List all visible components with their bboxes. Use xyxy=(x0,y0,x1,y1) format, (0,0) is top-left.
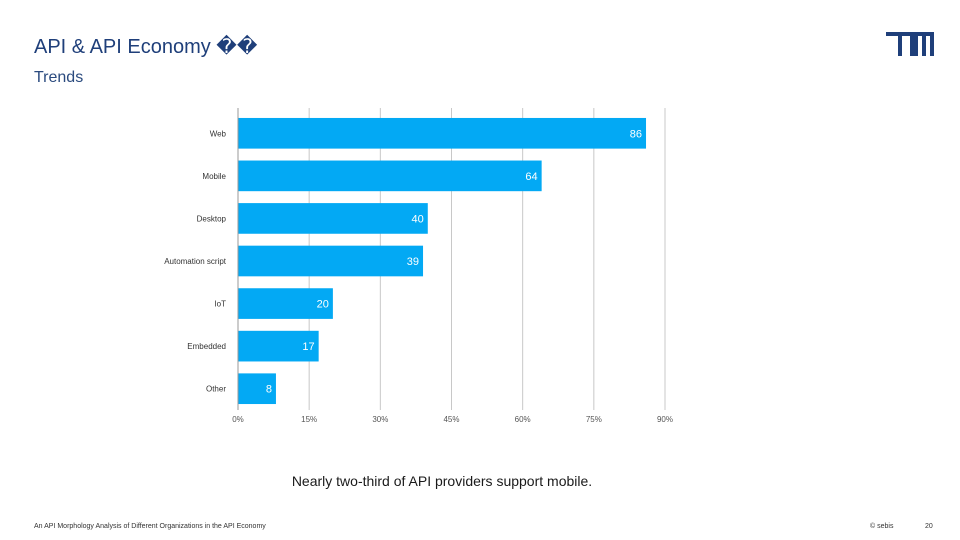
bar xyxy=(238,203,428,234)
slide-title: API & API Economy �� xyxy=(34,36,258,58)
category-label: Other xyxy=(206,385,226,394)
page-number: 20 xyxy=(925,523,933,530)
x-tick-label: 15% xyxy=(301,415,317,424)
category-label: Web xyxy=(210,129,227,138)
tum-logo-icon xyxy=(886,32,934,56)
category-label: Embedded xyxy=(187,342,226,351)
slide-subtitle: Trends xyxy=(34,69,84,86)
bar-value-label: 64 xyxy=(525,171,537,183)
bar-value-label: 40 xyxy=(412,213,424,225)
slide-caption: Nearly two-third of API providers suppor… xyxy=(291,473,593,489)
bar xyxy=(238,117,647,149)
footer-copyright: © sebis xyxy=(870,523,894,530)
bar-value-label: 8 xyxy=(266,384,272,396)
bar-value-label: 17 xyxy=(302,341,314,353)
x-tick-label: 60% xyxy=(515,415,531,424)
bar xyxy=(238,373,276,405)
x-tick-label: 90% xyxy=(657,415,673,424)
bar-value-label: 20 xyxy=(317,299,329,311)
x-tick-label: 0% xyxy=(232,415,244,424)
category-label: Mobile xyxy=(202,172,226,181)
category-label: Automation script xyxy=(164,257,227,266)
bar xyxy=(238,160,542,192)
bar xyxy=(238,330,319,362)
x-tick-label: 30% xyxy=(372,415,388,424)
footer-citation: An API Morphology Analysis of Different … xyxy=(34,523,266,530)
x-tick-label: 45% xyxy=(443,415,459,424)
category-label: IoT xyxy=(214,300,226,309)
category-label: Desktop xyxy=(197,214,227,223)
bar xyxy=(238,288,333,319)
x-tick-label: 75% xyxy=(586,415,602,424)
bar-value-label: 86 xyxy=(630,128,642,140)
bar-value-label: 39 xyxy=(407,256,419,268)
bar-chart: 0% 15% 30% 45% 60% 75% 90% Web 86 Mobile 64 Desktop… xyxy=(164,108,673,424)
bar xyxy=(238,245,424,277)
